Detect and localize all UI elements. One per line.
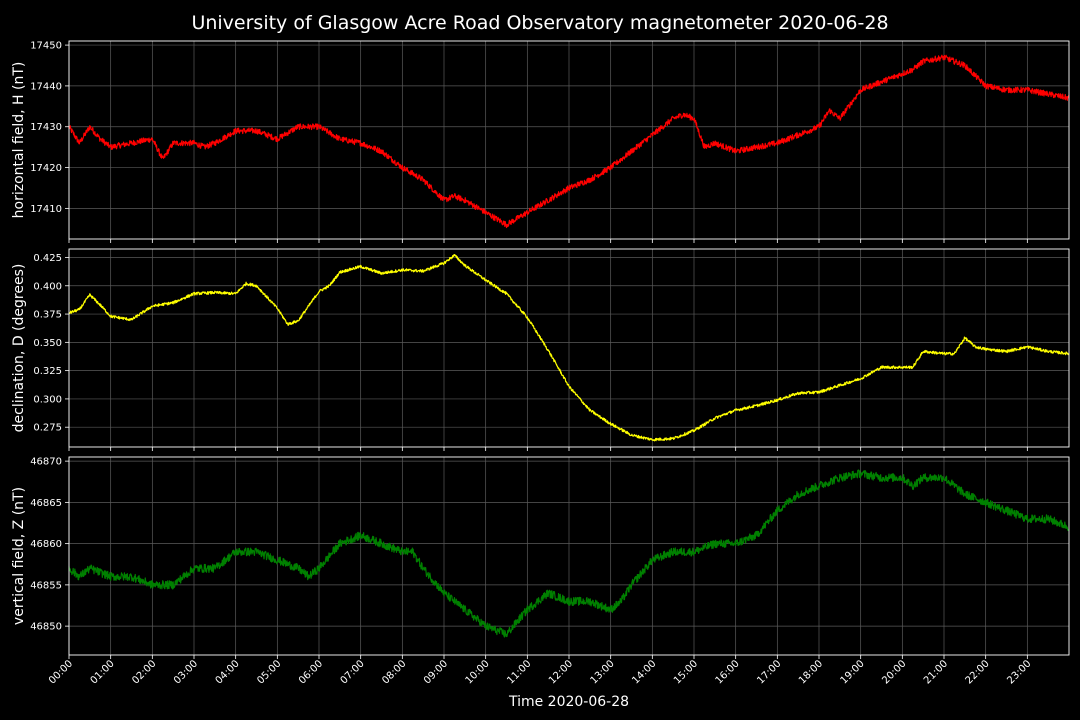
x-tick-label: 21:00 [922,658,950,686]
y-tick-label: 0.325 [33,366,62,377]
y-tick-label: 17430 [30,122,62,133]
chart-title: University of Glasgow Acre Road Observat… [191,12,888,34]
y-tick-label: 46865 [30,498,62,509]
y-tick-label: 0.300 [33,394,62,405]
x-tick-label: 09:00 [422,658,450,686]
data-line [68,469,1070,638]
y-tick-label: 0.350 [33,338,62,349]
x-tick-label: 14:00 [630,658,658,686]
x-axis-label: Time 2020-06-28 [508,694,629,710]
y-axis-label: horizontal field, H (nT) [11,62,27,219]
y-tick-label: 0.375 [33,310,62,321]
y-tick-label: 17450 [30,41,62,52]
panel-2: 0.275 0.300 0.325 0.350 0.375 0.400 0.425 decli… [11,248,1070,451]
x-tick-label: 11:00 [505,658,533,686]
y-tick-label: 46855 [30,580,62,591]
x-tick-label: 10:00 [464,658,492,686]
x-tick-label: 06:00 [297,658,325,686]
y-tick-label: 46850 [30,622,62,633]
x-tick-label: 19:00 [839,658,867,686]
x-tick-label: 03:00 [172,658,200,686]
x-tick-label: 12:00 [547,658,575,686]
data-line [68,54,1070,229]
x-tick-label: 15:00 [672,658,700,686]
x-tick-label: 18:00 [797,658,825,686]
x-tick-label: 02:00 [130,658,158,686]
x-tick-label: 16:00 [714,658,742,686]
y-tick-label: 17410 [30,204,62,215]
y-tick-label: 0.425 [33,253,62,264]
data-line [68,253,1070,442]
x-tick-label: 08:00 [380,658,408,686]
x-tick-label: 01:00 [89,658,117,686]
x-tick-label: 17:00 [755,658,783,686]
y-axis-label: declination, D (degrees) [11,264,27,433]
panel-3: 46850 46855 46860 46865 46870 vertical field,… [11,456,1070,659]
y-tick-label: 0.400 [33,281,62,292]
y-tick-label: 17420 [30,163,62,174]
x-tick-label: 07:00 [339,658,367,686]
y-tick-label: 46870 [30,457,62,468]
axes-frame [68,248,1070,448]
y-tick-label: 0.275 [33,423,62,434]
y-axis-label: vertical field, Z (nT) [11,487,27,625]
x-tick-label: 22:00 [964,658,992,686]
x-tick-label: 04:00 [214,658,242,686]
y-tick-label: 17440 [30,81,62,92]
axes-frame [68,456,1070,656]
x-tick-label: 23:00 [1005,658,1033,686]
x-tick-label: 05:00 [255,658,283,686]
x-tick-label: 20:00 [880,658,908,686]
x-tick-label: 00:00 [47,658,75,686]
x-tick-label: 13:00 [589,658,617,686]
y-tick-label: 46860 [30,539,62,550]
axes-frame [68,40,1070,240]
